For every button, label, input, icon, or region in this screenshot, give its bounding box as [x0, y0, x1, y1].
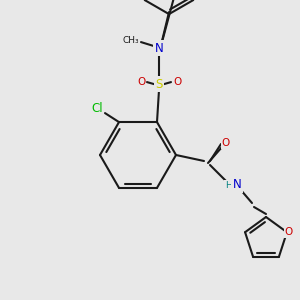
Text: O: O — [222, 138, 230, 148]
Text: S: S — [155, 78, 163, 91]
Text: N: N — [154, 42, 164, 55]
Text: Cl: Cl — [91, 102, 103, 115]
Text: O: O — [173, 77, 181, 87]
Text: CH₃: CH₃ — [123, 36, 139, 45]
Text: N: N — [232, 178, 242, 191]
Text: O: O — [137, 77, 145, 87]
Text: O: O — [285, 227, 293, 237]
Text: H: H — [225, 181, 231, 190]
